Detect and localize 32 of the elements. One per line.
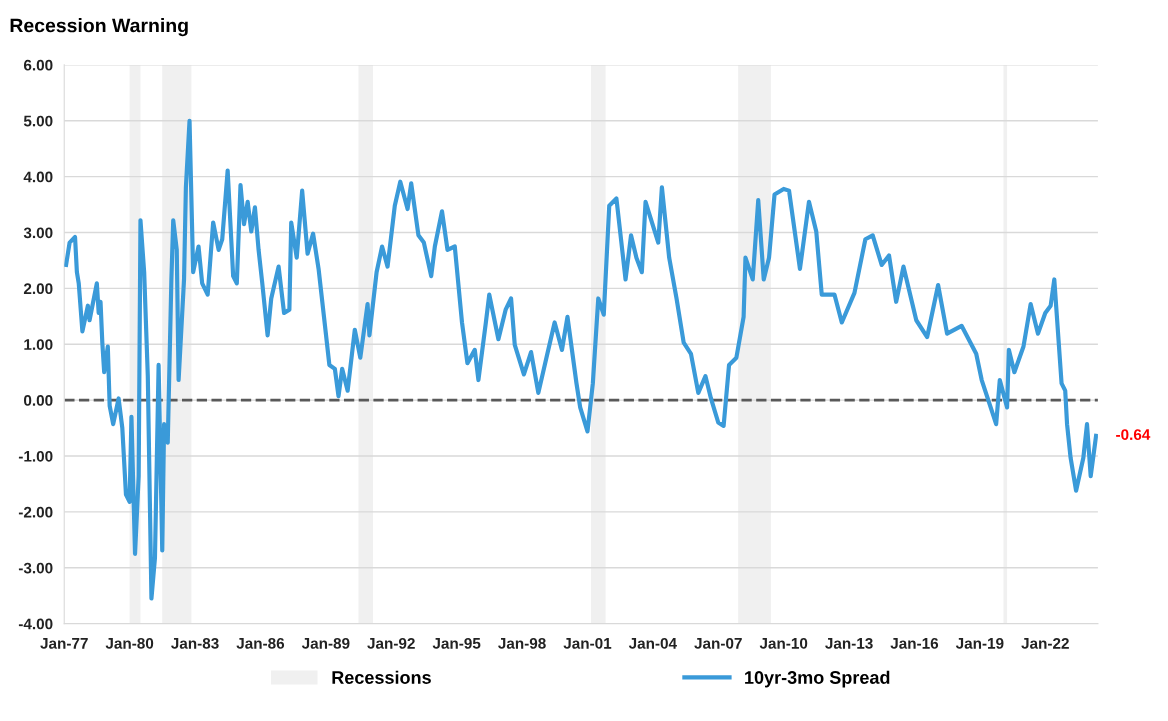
x-tick-label: Jan-89: [301, 637, 350, 649]
x-tick-label: Jan-86: [236, 637, 285, 649]
y-tick-label: 2.00: [23, 283, 53, 295]
x-tick-label: Jan-19: [955, 637, 1004, 649]
x-tick-label: Jan-83: [171, 637, 219, 649]
x-tick-label: Jan-80: [105, 637, 154, 649]
y-tick-label: 3.00: [23, 227, 53, 239]
x-tick-label: Jan-13: [825, 637, 873, 649]
x-tick-label: Jan-98: [498, 637, 546, 649]
x-tick-label: Jan-16: [890, 637, 939, 649]
legend-label: Recessions: [332, 670, 431, 684]
x-tick-label: Jan-77: [40, 638, 88, 649]
x-tick-label: Jan-92: [367, 637, 415, 649]
x-tick-label: Jan-95: [432, 637, 481, 649]
y-tick-label: 0.00: [24, 395, 53, 406]
y-tick-label: -2.00: [18, 506, 53, 518]
chart-title: Recession Warning: [10, 18, 188, 37]
x-tick-label: Jan-04: [628, 637, 677, 649]
x-tick-label: Jan-10: [759, 637, 808, 649]
y-tick-label: 6.00: [23, 59, 53, 71]
x-tick-label: Jan-01: [563, 637, 612, 649]
y-tick-label: 4.00: [23, 171, 53, 183]
annotation: -0.64: [1116, 429, 1151, 441]
y-tick-label: -1.00: [18, 450, 53, 462]
y-tick-label: -4.00: [18, 618, 53, 630]
line-series: [64, 118, 1098, 601]
legend-label: 10yr-3mo Spread: [745, 670, 890, 688]
x-tick-label: Jan-07: [694, 637, 742, 649]
y-tick-label: 1.00: [24, 339, 53, 350]
y-tick-label: 5.00: [23, 115, 53, 127]
x-tick-label: Jan-22: [1021, 637, 1069, 649]
y-tick-label: -3.00: [18, 562, 53, 574]
